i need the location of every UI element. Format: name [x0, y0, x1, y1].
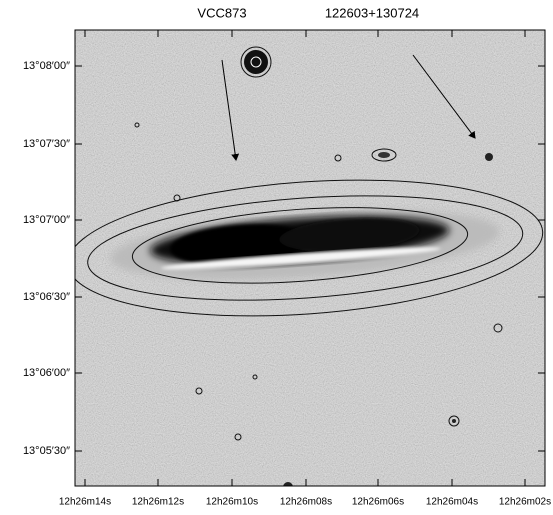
x-tick-label: 12h26m12s	[132, 497, 184, 508]
sky-image	[63, 30, 547, 492]
object-position: 122603+130724	[325, 5, 419, 20]
y-tick-label: 13°06′30″	[23, 291, 70, 303]
y-tick-label: 13°05′30″	[23, 445, 70, 457]
x-tick-label: 12h26m08s	[280, 497, 332, 508]
y-tick-label: 13°07′30″	[23, 138, 70, 150]
y-tick-label: 13°07′00″	[23, 214, 70, 226]
x-tick-label: 12h26m06s	[352, 497, 404, 508]
y-tick-label: 13°06′00″	[23, 367, 70, 379]
x-tick-label: 12h26m02s	[499, 497, 551, 508]
object-name: VCC873	[197, 5, 246, 20]
x-tick-label: 12h26m04s	[426, 497, 478, 508]
image-page: VCC873 122603+130724	[0, 0, 553, 515]
x-tick-label: 12h26m14s	[59, 497, 111, 508]
y-tick-label: 13°08′00″	[23, 60, 70, 72]
x-tick-label: 12h26m10s	[206, 497, 258, 508]
